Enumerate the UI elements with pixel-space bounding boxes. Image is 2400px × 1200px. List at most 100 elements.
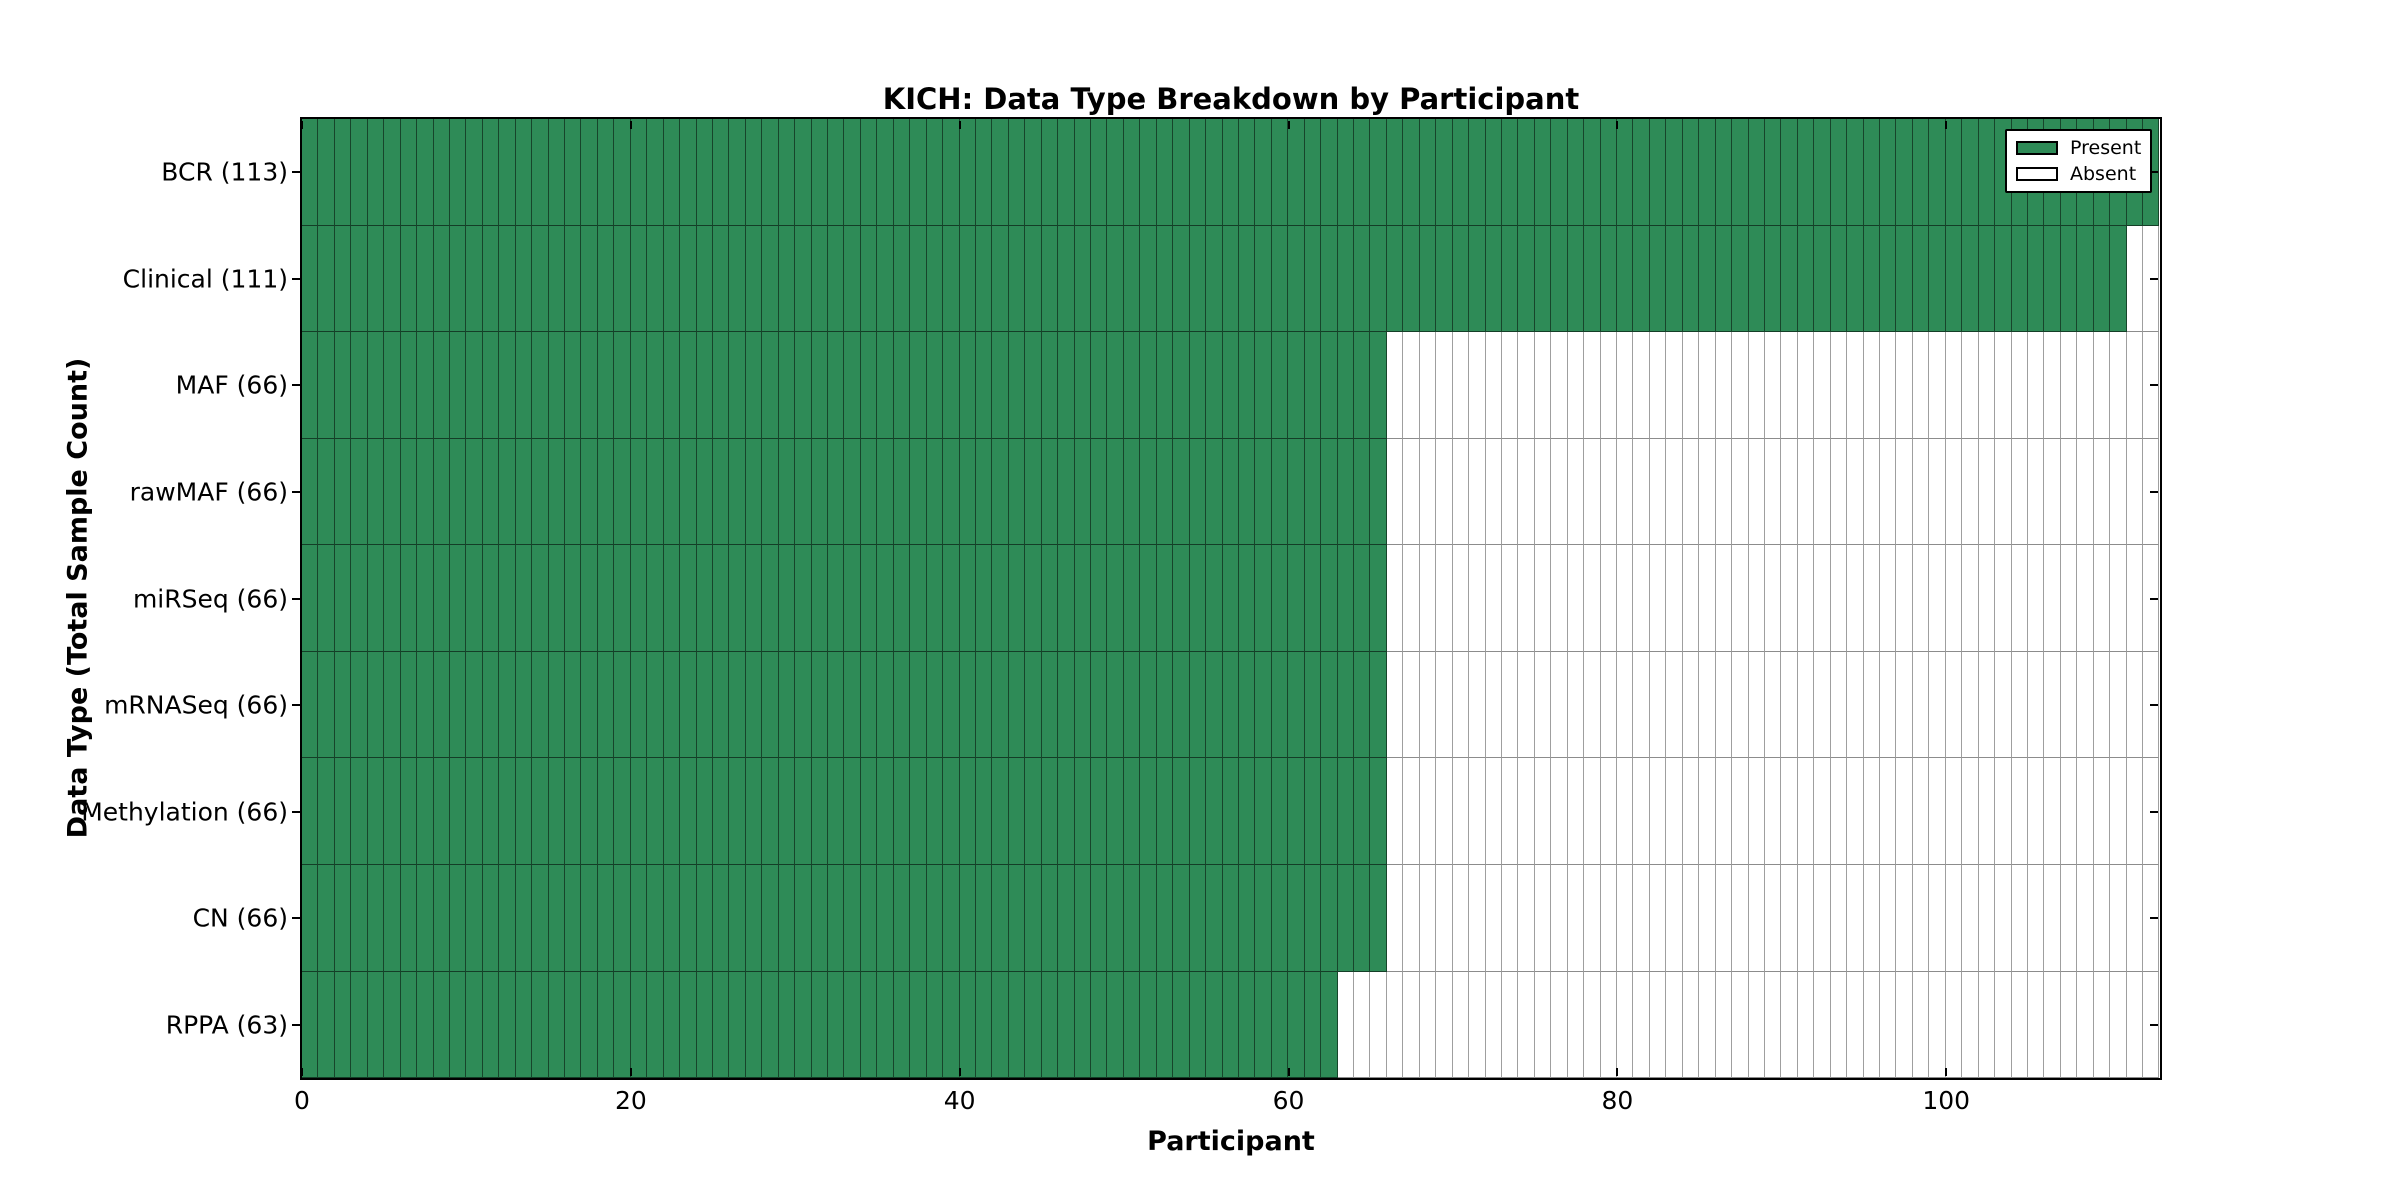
grid-cell xyxy=(975,225,993,333)
grid-cell xyxy=(466,758,483,865)
grid-cell xyxy=(2027,225,2045,333)
grid-cell xyxy=(1814,332,1831,439)
grid-cell xyxy=(910,225,927,333)
grid-cell xyxy=(2060,332,2078,439)
grid-cell xyxy=(1814,119,1831,226)
grid-cell xyxy=(1288,332,1305,439)
grid-cell xyxy=(1255,971,1272,1079)
grid-cell xyxy=(1074,225,1091,333)
grid-cell xyxy=(1140,119,1157,226)
grid-cell xyxy=(712,864,730,972)
grid-cell xyxy=(1189,225,1207,333)
y-tick-label: mRNASeq (66) xyxy=(104,690,288,720)
grid-cell xyxy=(466,119,483,226)
grid-cell xyxy=(1419,332,1437,439)
grid-cell xyxy=(680,864,697,972)
grid-cell xyxy=(877,332,894,439)
grid-cell xyxy=(1206,225,1223,333)
grid-cell xyxy=(466,864,483,972)
tick-mark xyxy=(1287,1068,1290,1076)
tick-mark xyxy=(2150,917,2158,920)
grid-cell xyxy=(1534,225,1552,333)
grid-cell xyxy=(1337,971,1354,1079)
grid-cell xyxy=(1600,438,1617,546)
grid-cell xyxy=(433,545,450,652)
grid-cell xyxy=(1945,971,1963,1079)
grid-cell xyxy=(1370,225,1387,333)
grid-cell xyxy=(581,864,598,972)
grid-cell xyxy=(2093,438,2111,546)
grid-cell xyxy=(1764,864,1782,972)
grid-cell xyxy=(745,758,763,865)
grid-cell xyxy=(1304,438,1322,546)
tick-mark xyxy=(1287,121,1290,129)
grid-cell xyxy=(877,545,894,652)
grid-cell xyxy=(1715,864,1733,972)
grid-cell xyxy=(1912,119,1930,226)
grid-cell xyxy=(1058,225,1075,333)
x-tick-label: 0 xyxy=(294,1086,310,1115)
grid-cell xyxy=(532,438,549,546)
grid-cell xyxy=(1501,438,1519,546)
grid-cell xyxy=(1666,545,1683,652)
grid-cell xyxy=(1321,119,1338,226)
grid-cell xyxy=(630,758,648,865)
tick-mark xyxy=(292,277,300,280)
grid-cell xyxy=(1748,332,1765,439)
x-tick-label: 100 xyxy=(1922,1086,1971,1115)
grid-cell xyxy=(1321,332,1338,439)
grid-cell xyxy=(745,651,763,759)
grid-cell xyxy=(499,225,516,333)
grid-cell xyxy=(1123,225,1141,333)
grid-cell xyxy=(844,225,861,333)
grid-cell xyxy=(1797,545,1815,652)
grid-cell xyxy=(1337,225,1354,333)
grid-cell xyxy=(1025,332,1042,439)
grid-cell xyxy=(975,971,993,1079)
grid-cell xyxy=(482,864,500,972)
grid-cell xyxy=(1748,119,1765,226)
grid-cell xyxy=(1469,971,1486,1079)
grid-cell xyxy=(1238,971,1256,1079)
grid-cell xyxy=(926,758,944,865)
grid-row xyxy=(302,545,2160,652)
grid-cell xyxy=(2093,225,2111,333)
grid-cell xyxy=(2044,438,2061,546)
grid-cell xyxy=(1880,332,1897,439)
grid-cell xyxy=(2011,332,2028,439)
grid-cell xyxy=(1436,119,1453,226)
grid-cell xyxy=(581,225,598,333)
grid-cell xyxy=(565,332,582,439)
grid-cell xyxy=(1452,864,1470,972)
grid-cell xyxy=(1123,651,1141,759)
grid-cell xyxy=(795,438,812,546)
grid-cell xyxy=(630,545,648,652)
grid-cell xyxy=(1091,332,1108,439)
grid-cell xyxy=(811,651,828,759)
grid-cell xyxy=(548,651,565,759)
grid-cell xyxy=(1255,864,1272,972)
grid-cell xyxy=(2027,864,2045,972)
grid-cell xyxy=(1715,225,1733,333)
grid-cell xyxy=(302,651,319,759)
grid-cell xyxy=(1370,758,1387,865)
grid-cell xyxy=(1847,119,1864,226)
grid-cell xyxy=(449,758,467,865)
grid-cell xyxy=(1666,864,1683,972)
grid-cell xyxy=(1682,864,1700,972)
grid-cell xyxy=(367,545,385,652)
grid-cell xyxy=(860,438,878,546)
grid-cell xyxy=(1238,758,1256,865)
grid-cell xyxy=(499,332,516,439)
grid-cell xyxy=(1617,864,1634,972)
grid-cell xyxy=(1978,438,1996,546)
grid-cell xyxy=(384,651,401,759)
grid-cell xyxy=(1797,119,1815,226)
grid-cell xyxy=(696,971,713,1079)
grid-cell xyxy=(943,225,960,333)
grid-cell xyxy=(1518,651,1535,759)
grid-cell xyxy=(1896,758,1913,865)
grid-cell xyxy=(1551,758,1568,865)
grid-cell xyxy=(1847,651,1864,759)
